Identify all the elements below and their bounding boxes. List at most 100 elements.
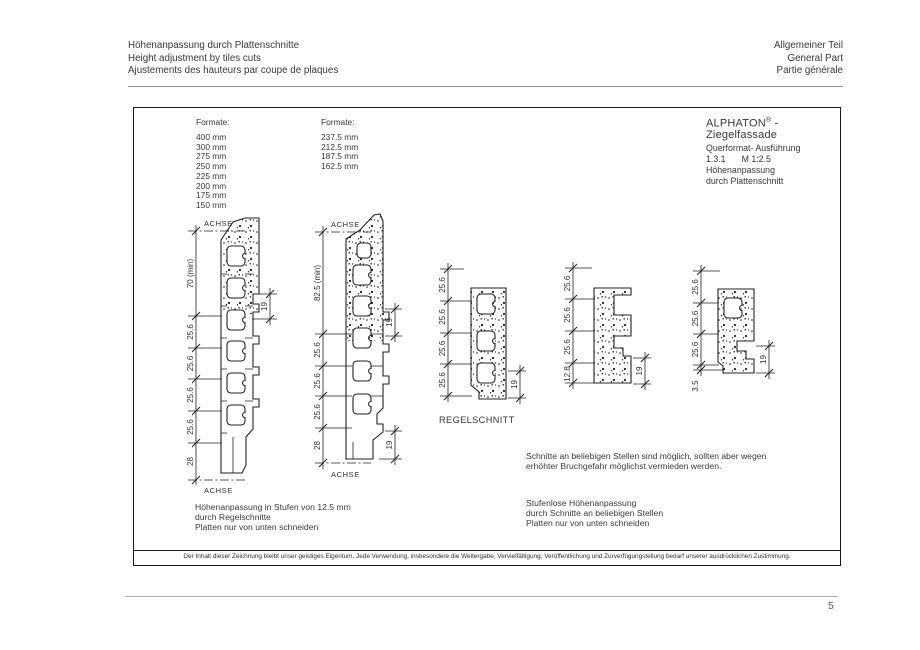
- note-line: Schnitte an beliebigen Stellen sind mögl…: [526, 451, 767, 461]
- extension-lines: [693, 270, 724, 371]
- format-item: 300 mm: [196, 141, 227, 152]
- dim-label: 82.5 (min): [313, 265, 322, 301]
- drawing-frame: Formate: 400 mm 300 mm 275 mm 250 mm 225…: [133, 107, 841, 566]
- note-line: Platten nur von unten schneiden: [526, 518, 650, 529]
- footer-divider: [125, 596, 838, 597]
- format-item: 162.5 mm: [321, 161, 359, 172]
- title-line-3: Höhenanpassung: [706, 164, 775, 175]
- note-line: Stufenlose Höhenanpassung: [526, 498, 637, 508]
- product-suffix: - Ziegelfassade: [706, 117, 779, 141]
- dim-label: 25.6: [313, 373, 322, 389]
- drawing-scale: M 1:2.5: [741, 153, 771, 164]
- achse-label-bottom: ACHSE: [331, 470, 360, 479]
- format-item: 250 mm: [196, 161, 227, 172]
- extension-lines: [379, 308, 402, 460]
- dim-label: 19: [635, 366, 644, 375]
- profile-drawing-3: 25.6 25.6 25.6 25.6 19: [438, 263, 526, 404]
- extension-lines: [252, 293, 277, 320]
- formats-label: Formate:: [321, 117, 355, 127]
- dim-label: 25.6: [186, 387, 195, 403]
- dim-label: 70 (min): [186, 258, 195, 288]
- extension-lines: [315, 333, 347, 429]
- dim-label: 25.6: [563, 275, 572, 291]
- header-line-de: Höhenanpassung durch Plattenschnitte: [128, 40, 300, 51]
- stipple-fill: [594, 288, 631, 383]
- ref-scale-line: 1.3.1 M 1:2.5: [706, 154, 840, 165]
- dim-label: 25.6: [563, 339, 572, 355]
- note-cuts-warning: Schnitte an beliebigen Stellen sind mögl…: [526, 451, 856, 471]
- formats-list-1: Formate: 400 mm 300 mm 275 mm 250 mm 225…: [196, 117, 230, 211]
- note-line: durch Regelschnitte: [195, 512, 271, 523]
- achse-centerlines: [188, 230, 247, 481]
- extension-lines: [508, 370, 526, 399]
- format-item: 225 mm: [196, 170, 227, 181]
- dim-label: 25.6: [438, 277, 447, 293]
- achse-label-top: ACHSE: [331, 220, 360, 229]
- note-line: Höhenanpassung in Stufen von 12.5 mm: [195, 502, 351, 512]
- dim-label: 25.6: [563, 307, 572, 323]
- product-title: ALPHATON® - Ziegelfassade: [706, 115, 840, 141]
- extension-lines: [188, 315, 222, 444]
- dim-label: 25.6: [438, 309, 447, 325]
- note-stepless-adjustment: Stufenlose Höhenanpassung durch Schnitte…: [526, 498, 663, 529]
- extension-lines: [756, 345, 775, 374]
- dim-label: 19: [759, 355, 768, 364]
- dim-label: 25.6: [313, 404, 322, 420]
- dim-label: 25.6: [313, 342, 322, 358]
- format-item: 187.5 mm: [321, 151, 359, 162]
- dim-label: 25.6: [691, 310, 700, 326]
- profile-drawing-2: ACHSE ACHSE 82.5 (min) 25.6 25.6 25.6 28…: [313, 213, 402, 479]
- joint-lines: [346, 333, 383, 459]
- section-line-de: Allgemeiner Teil: [774, 40, 843, 51]
- header-divider: [128, 86, 843, 87]
- profile-drawing-1: ACHSE ACHSE 70 (min) 25.6 25.6 25.6 25.6…: [186, 217, 277, 495]
- format-item: 200 mm: [196, 180, 227, 191]
- formats-label: Formate:: [196, 117, 230, 127]
- format-item: 212.5 mm: [321, 141, 359, 152]
- note-line: erhöhter Bruchgefahr möglichst vermieden…: [526, 461, 722, 472]
- header-line-fr: Ajustements des hauteurs par coupe de pl…: [128, 65, 339, 77]
- dim-label: 25.6: [438, 340, 447, 356]
- note-step-adjustment: Höhenanpassung in Stufen von 12.5 mm dur…: [195, 502, 351, 533]
- extension-lines: [565, 267, 595, 384]
- stipple-fill: [221, 218, 259, 314]
- achse-label-top: ACHSE: [204, 219, 233, 228]
- header-section-block: Allgemeiner Teil General Part Partie gén…: [774, 40, 843, 78]
- achse-centerlines: [315, 231, 371, 464]
- format-item: 400 mm: [196, 132, 227, 142]
- dim-label: 28: [313, 441, 322, 450]
- dim-label: 25.6: [691, 279, 700, 295]
- profile-drawing-5: 25.6 25.6 25.6 3.5 19: [691, 265, 775, 392]
- note-line: durch Schnitte an beliebigen Stellen: [526, 508, 664, 519]
- header-line-en: Height adjustment by tiles cuts: [128, 52, 261, 64]
- dim-label: 25.6: [691, 341, 700, 357]
- page-number: 5: [828, 600, 834, 612]
- format-item: 175 mm: [196, 190, 227, 201]
- dim-label: 28: [186, 457, 195, 466]
- title-block: ALPHATON® - Ziegelfassade Querformat- Au…: [706, 115, 840, 187]
- profile-drawing-4: 25.6 25.6 25.6 12.8 19: [563, 262, 651, 390]
- format-item: 237.5 mm: [321, 132, 359, 142]
- dim-label: 12.8: [563, 366, 572, 382]
- dim-label: 25.6: [186, 355, 195, 371]
- copyright-disclaimer: Der Inhalt dieser Zeichnung bleibt unser…: [134, 550, 840, 565]
- formats-list-2: Formate: 237.5 mm 212.5 mm 187.5 mm 162.…: [321, 117, 358, 172]
- stipple-fill: [346, 214, 389, 341]
- dim-label: 3.5: [691, 380, 700, 392]
- format-type-line: Querformat- Ausführung: [706, 142, 801, 153]
- format-item: 275 mm: [196, 151, 227, 162]
- section-line-fr: Partie générale: [776, 65, 843, 77]
- title-line-4: durch Plattenschnitt: [706, 175, 784, 186]
- extension-lines: [633, 357, 651, 385]
- dim-label: 19: [385, 440, 394, 449]
- profiles-canvas: ACHSE ACHSE 70 (min) 25.6 25.6 25.6 25.6…: [186, 213, 775, 495]
- joint-lines: [221, 273, 253, 473]
- product-name: ALPHATON: [706, 117, 766, 130]
- dim-label: 25.6: [186, 419, 195, 435]
- dim-label: 19: [260, 302, 269, 311]
- achse-label-bottom: ACHSE: [204, 486, 233, 495]
- extension-lines: [440, 268, 472, 397]
- dim-label: 19: [510, 380, 519, 389]
- regelschnitt-caption: REGELSCHNITT: [439, 415, 515, 425]
